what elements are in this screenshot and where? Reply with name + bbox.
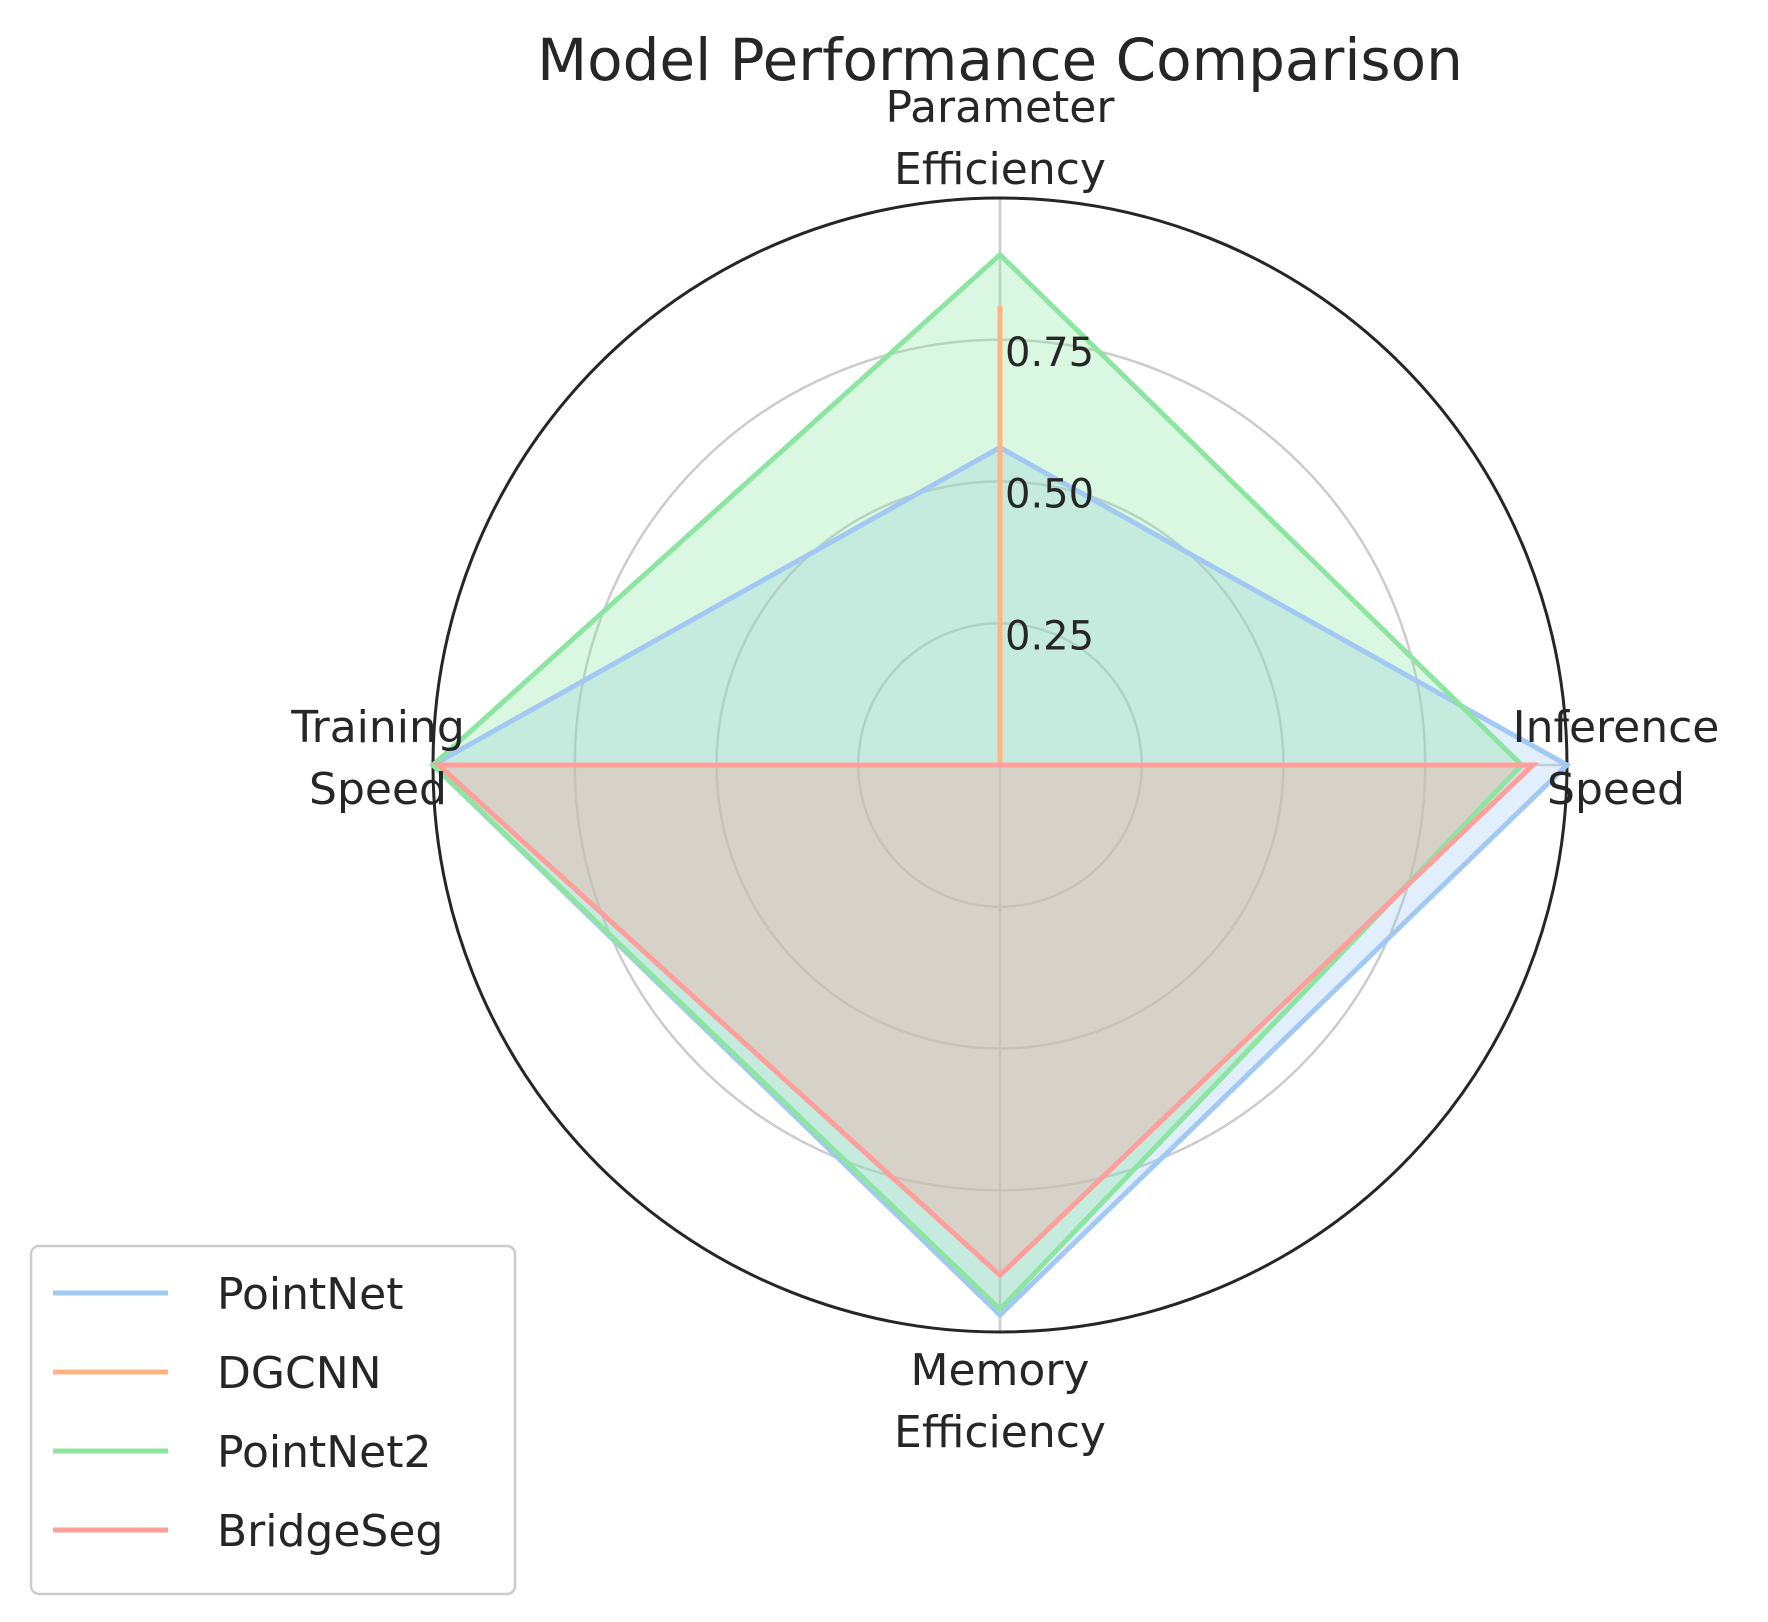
legend-label-pointnet2: PointNet2 xyxy=(217,1427,431,1478)
legend-label-bridgeseg: BridgeSeg xyxy=(217,1506,443,1557)
series-fill-pointnet xyxy=(433,447,1567,1315)
axis-labels: Parameter Efficiency Inference Speed Memory E… xyxy=(290,82,1719,1458)
series-line-bridgeseg xyxy=(432,762,1540,1279)
legend-label-pointnet: PointNet xyxy=(217,1269,403,1320)
rtick-label: 0.50 xyxy=(1005,472,1094,518)
series-line-pointnet2 xyxy=(429,251,1526,1313)
chart-title: Model Performance Comparison xyxy=(537,26,1463,94)
axis-label-1: Parameter Efficiency xyxy=(886,82,1116,195)
axis-label-2: Inference Speed xyxy=(1513,702,1720,815)
series-lines xyxy=(428,251,1572,1319)
series-fill-bridgeseg xyxy=(438,765,1534,1276)
axis-label-4: Training Speed xyxy=(290,702,465,815)
legend-label-dgcnn: DGCNN xyxy=(217,1348,382,1399)
rtick-label: 0.25 xyxy=(1005,613,1094,659)
rtick-label: 0.75 xyxy=(1005,330,1094,376)
radial-tick-labels: 0.25 0.50 0.75 xyxy=(1005,330,1094,660)
legend: PointNet DGCNN PointNet2 BridgeSeg xyxy=(29,1244,517,1596)
legend-box xyxy=(29,1244,517,1596)
series-line-pointnet xyxy=(428,444,1572,1319)
axis-label-3: Memory Efficiency xyxy=(894,1345,1106,1458)
